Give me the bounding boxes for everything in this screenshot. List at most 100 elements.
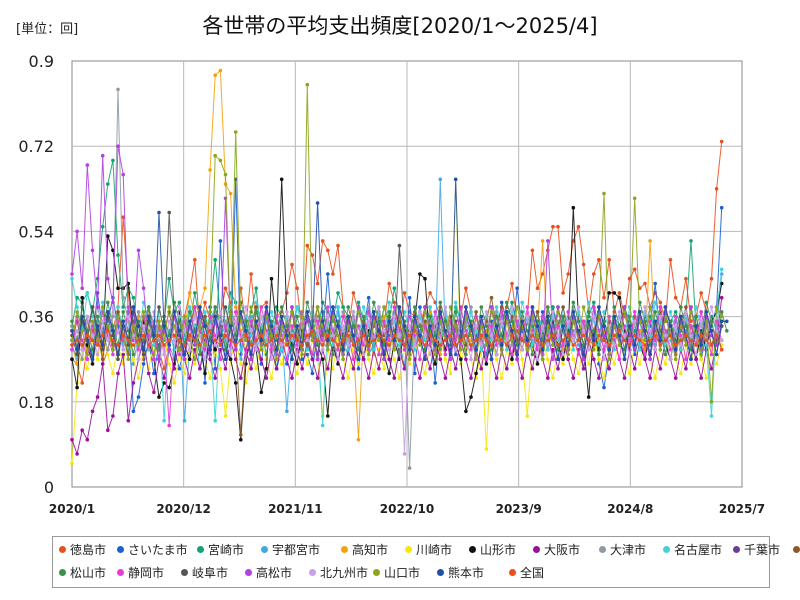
data-point [484,362,489,366]
data-point [223,172,228,177]
data-point [469,310,473,314]
data-point [213,418,217,423]
data-point [264,352,269,357]
data-point [244,352,248,357]
data-point [90,333,95,338]
data-point [162,338,166,343]
data-point [474,338,478,343]
data-point [438,338,443,343]
data-point [259,357,264,362]
data-point [484,338,489,343]
data-point [556,333,560,338]
data-point [643,352,647,357]
data-point [131,305,136,309]
data-point [208,324,212,328]
data-point [433,310,438,314]
data-point [239,376,243,380]
data-point [346,343,351,347]
data-point [228,324,233,328]
data-point [448,333,453,338]
data-point [290,262,294,267]
data-point [679,338,683,343]
data-point [459,347,463,352]
data-point [622,376,627,380]
data-point [239,347,243,352]
data-point [315,281,320,286]
data-point [351,310,356,314]
data-point [239,433,243,437]
data-point [70,329,74,333]
data-point [285,310,289,314]
data-point [187,357,192,362]
data-point [597,305,601,309]
data-point [592,300,596,305]
data-point [402,343,407,347]
data-point [85,291,90,295]
data-point [100,362,105,366]
data-point [341,338,345,343]
data-point [469,305,473,309]
series-18 [70,177,729,362]
data-point [520,319,524,324]
data-point [438,310,443,314]
data-point [121,172,125,177]
data-point [479,333,484,338]
data-point [648,352,652,357]
data-point [285,324,289,328]
data-point [699,291,703,295]
legend-item: 高知市 [341,541,405,558]
data-point [162,352,166,357]
data-point [254,319,258,324]
data-point [469,324,473,328]
data-point [331,338,335,343]
data-point [581,329,586,333]
data-point [407,466,412,470]
data-point [331,333,335,338]
data-point [612,305,617,309]
data-point [254,286,258,291]
data-point [540,343,545,347]
data-point [162,343,166,347]
data-point [499,338,504,343]
data-point [719,310,724,314]
data-point [607,357,611,362]
data-point [602,295,606,300]
data-point [177,300,182,305]
data-point [331,272,335,276]
data-point [208,310,212,314]
data-point [182,418,187,423]
data-point [177,338,182,343]
data-point [310,329,315,333]
data-point [136,324,141,328]
data-point [264,343,269,347]
data-point [75,338,79,343]
legend-swatch [599,546,606,553]
data-point [673,314,678,319]
data-point [341,305,345,309]
data-point [208,376,212,380]
data-point [597,352,601,357]
data-point [111,352,115,357]
data-point [208,347,212,352]
data-point [295,314,299,319]
data-point [397,243,402,248]
data-point [366,310,371,314]
data-point [494,314,499,319]
data-point [576,352,581,357]
data-point [505,300,509,305]
data-point [438,357,443,362]
legend-label: 宮崎市 [208,543,245,557]
data-point [70,319,74,324]
data-point [530,352,535,357]
legend-item: 名古屋市 [663,541,733,558]
data-point [699,310,703,314]
data-point [540,324,545,328]
data-point [80,357,84,362]
data-point [75,229,79,234]
data-point [239,362,243,366]
data-point [187,347,192,352]
data-point [397,376,402,380]
data-point [193,258,197,262]
data-point [121,347,125,352]
